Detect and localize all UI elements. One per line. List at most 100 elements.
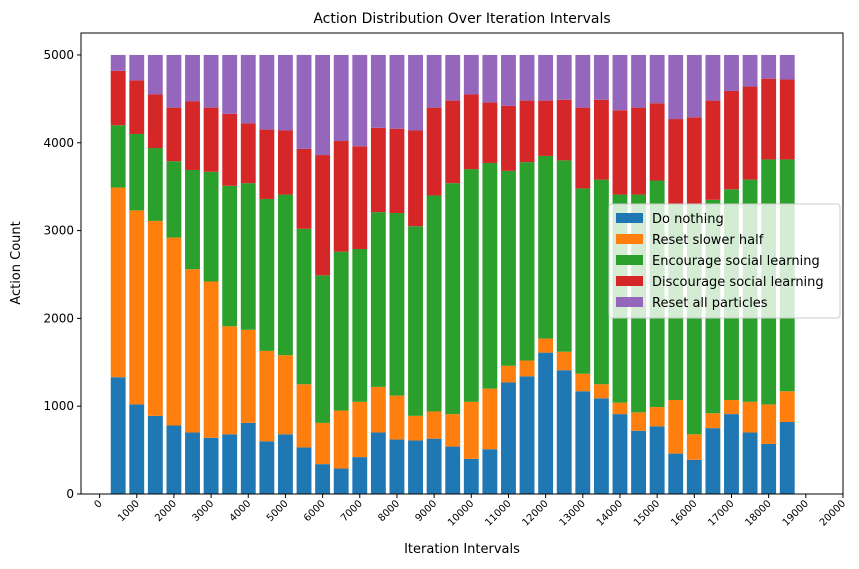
bar-segment-do-nothing-7500 [370,432,386,494]
bar-segment-discourage-social-learning-500 [110,70,126,126]
bar-segment-reset-all-particles-10000 [463,54,479,95]
bar-segment-discourage-social-learning-11500 [519,100,535,163]
bar-segment-do-nothing-12500 [556,370,572,494]
bar-segment-do-nothing-16000 [686,459,702,494]
bar-segment-reset-slower-half-12500 [556,351,572,371]
y-axis-label: Action Count [9,221,24,304]
bar-segment-reset-all-particles-13000 [575,54,591,108]
bar-segment-reset-all-particles-2500 [185,54,200,102]
bar-segment-discourage-social-learning-4000 [240,123,256,184]
chart-title: Action Distribution Over Iteration Inter… [313,11,610,27]
bar-segment-do-nothing-2000 [166,425,182,494]
bar-segment-discourage-social-learning-16500 [705,100,721,200]
bar-segment-do-nothing-14500 [631,430,646,494]
bar-segment-do-nothing-13500 [593,398,609,494]
bar-segment-discourage-social-learning-14000 [612,110,628,195]
bar-segment-do-nothing-15000 [649,426,665,494]
bar-segment-reset-all-particles-13500 [593,54,609,100]
bar-segment-discourage-social-learning-6500 [333,141,349,252]
bar-segment-discourage-social-learning-14500 [631,107,646,195]
bar-segment-discourage-social-learning-15000 [649,103,665,181]
bar-segment-reset-all-particles-3500 [222,54,238,114]
bar-segment-do-nothing-14000 [612,414,628,494]
bar-segment-do-nothing-11500 [519,376,535,494]
bar-segment-reset-slower-half-3500 [222,326,238,435]
bars-layer [110,54,795,494]
y-tick-label: 0 [66,487,74,501]
bar-segment-encourage-social-learning-3000 [203,171,219,282]
bar-segment-encourage-social-learning-8000 [389,213,405,396]
bar-segment-reset-all-particles-15500 [668,54,684,120]
bar-segment-reset-all-particles-1500 [147,54,163,95]
x-tick-label: 9000 [413,498,439,524]
bar-segment-encourage-social-learning-13500 [593,179,609,385]
bar-segment-reset-all-particles-4000 [240,54,256,124]
bar-segment-reset-all-particles-18000 [761,54,777,79]
bar-segment-discourage-social-learning-3500 [222,113,238,186]
x-tick-label: 20000 [818,498,848,528]
bar-segment-do-nothing-11000 [501,382,516,494]
bar-segment-reset-all-particles-8500 [408,54,423,131]
bar-segment-do-nothing-9000 [426,438,442,494]
bar-segment-do-nothing-15500 [668,453,684,494]
legend-swatch [616,234,643,244]
bar-segment-discourage-social-learning-9500 [445,100,461,184]
y-tick-label: 5000 [43,48,74,62]
x-tick-label: 17000 [706,498,736,528]
bar-segment-reset-slower-half-13500 [593,384,609,399]
x-tick-label: 3000 [190,498,216,524]
legend-swatch [616,213,643,223]
legend: Do nothing Reset slower half Encourage soc… [608,203,841,319]
bar-segment-do-nothing-9500 [445,446,461,494]
bar-segment-reset-slower-half-500 [110,187,126,378]
bar-segment-discourage-social-learning-4500 [259,129,275,199]
bar-segment-do-nothing-8000 [389,439,405,494]
bar-segment-reset-slower-half-2500 [185,269,200,433]
bar-segment-discourage-social-learning-13000 [575,107,591,189]
bar-segment-discourage-social-learning-15500 [668,119,684,205]
bar-segment-encourage-social-learning-6000 [315,275,331,423]
bar-segment-encourage-social-learning-500 [110,125,126,188]
bar-segment-encourage-social-learning-12000 [538,155,554,339]
bar-segment-reset-slower-half-9000 [426,411,442,439]
bar-segment-discourage-social-learning-12500 [556,99,572,161]
bar-segment-do-nothing-18000 [761,443,777,494]
bar-segment-discourage-social-learning-2000 [166,107,182,162]
bar-segment-discourage-social-learning-13500 [593,99,609,180]
x-tick-label: 13000 [558,498,588,528]
bar-segment-reset-all-particles-12500 [556,54,572,100]
bar-segment-do-nothing-7000 [352,457,368,494]
x-tick-label: 19000 [781,498,811,528]
bar-segment-discourage-social-learning-17000 [724,90,739,190]
legend-label: Encourage social learning [652,254,820,269]
y-axis: 0 1000 2000 3000 4000 5000 [43,48,81,501]
x-tick-label: 10000 [446,498,476,528]
bar-segment-encourage-social-learning-6500 [333,251,349,411]
bar-segment-encourage-social-learning-10500 [482,162,498,389]
x-tick-label: 15000 [632,498,662,528]
bar-segment-reset-all-particles-18500 [779,54,795,80]
bar-segment-reset-slower-half-18500 [779,391,795,422]
bar-segment-do-nothing-16500 [705,428,721,494]
bar-segment-reset-all-particles-6000 [315,54,331,156]
legend-swatch [616,255,643,265]
bar-segment-reset-slower-half-2000 [166,237,182,426]
bar-segment-do-nothing-1000 [129,404,145,494]
x-tick-label: 8000 [376,498,402,524]
bar-segment-do-nothing-4500 [259,441,275,494]
bar-segment-reset-slower-half-4500 [259,350,275,442]
bar-segment-reset-all-particles-8000 [389,54,405,129]
bar-segment-reset-slower-half-1500 [147,220,163,416]
bar-segment-reset-slower-half-11000 [501,365,516,383]
bar-segment-reset-slower-half-5000 [278,355,293,435]
y-tick-label: 4000 [43,136,74,150]
bar-segment-encourage-social-learning-13000 [575,188,591,374]
bar-segment-do-nothing-17000 [724,414,739,494]
bar-segment-reset-all-particles-500 [110,54,126,71]
bar-segment-reset-slower-half-18000 [761,404,777,444]
bar-segment-do-nothing-8500 [408,440,423,494]
bar-segment-reset-all-particles-10500 [482,54,498,103]
legend-swatch [616,297,643,307]
bar-segment-encourage-social-learning-2500 [185,169,200,270]
